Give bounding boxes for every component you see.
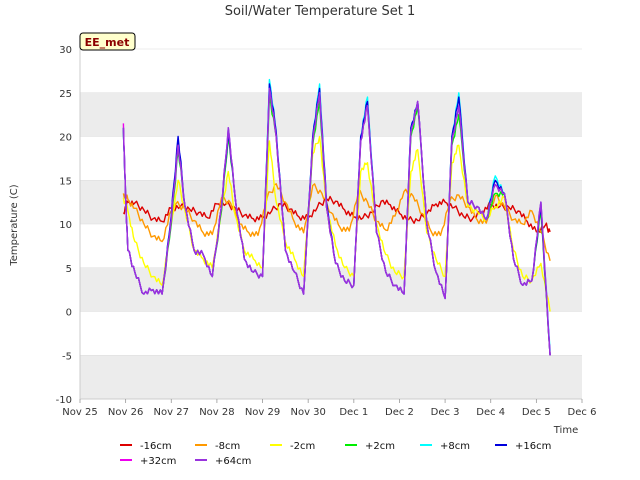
background-band bbox=[80, 92, 582, 137]
y-tick-label: -10 bbox=[56, 395, 72, 406]
legend-label: +16cm bbox=[515, 441, 551, 452]
legend-item-+2cm: +2cm bbox=[345, 441, 395, 452]
legend-item--2cm: -2cm bbox=[270, 441, 315, 452]
legend-label: -2cm bbox=[290, 441, 315, 452]
x-tick-label: Dec 6 bbox=[568, 407, 597, 418]
legend-label: -8cm bbox=[215, 441, 240, 452]
legend-item-+32cm: +32cm bbox=[120, 456, 176, 467]
series-lines bbox=[122, 78, 551, 356]
x-tick-label: Dec 3 bbox=[431, 407, 460, 418]
grid bbox=[80, 48, 582, 400]
y-tick-labels: -10 -5 0 5 10 15 20 25 30 bbox=[56, 45, 72, 406]
y-tick-label: 5 bbox=[66, 264, 72, 275]
x-tick-label: Dec 2 bbox=[385, 407, 414, 418]
series-line-+64cm bbox=[122, 87, 551, 356]
legend-item--16cm: -16cm bbox=[120, 441, 172, 452]
legend-item--8cm: -8cm bbox=[195, 441, 240, 452]
legend-item-+16cm: +16cm bbox=[495, 441, 551, 452]
legend-label: +8cm bbox=[440, 441, 470, 452]
y-tick-label: 10 bbox=[59, 220, 72, 231]
x-tick-label: Nov 28 bbox=[199, 407, 234, 418]
x-tick-label: Nov 29 bbox=[245, 407, 280, 418]
x-tick-label: Nov 30 bbox=[290, 407, 325, 418]
background-band bbox=[80, 355, 582, 399]
axes bbox=[79, 49, 582, 400]
x-tick-label: Dec 5 bbox=[522, 407, 551, 418]
x-tick-label: Nov 27 bbox=[154, 407, 189, 418]
chart-title: Soil/Water Temperature Set 1 bbox=[225, 4, 416, 19]
legend: -16cm -8cm -2cm +2cm +8cm +16cm +32cm +64cm bbox=[120, 441, 551, 467]
legend-label: +2cm bbox=[365, 441, 395, 452]
x-tick-label: Nov 25 bbox=[62, 407, 97, 418]
legend-item-+64cm: +64cm bbox=[195, 456, 251, 467]
background-band bbox=[80, 267, 582, 312]
legend-label: -16cm bbox=[140, 441, 172, 452]
y-axis-label: Temperature (C) bbox=[9, 184, 20, 266]
legend-label: +32cm bbox=[140, 456, 176, 467]
x-tick-label: Dec 1 bbox=[339, 407, 368, 418]
x-axis-label: Time bbox=[553, 425, 578, 436]
y-tick-label: -5 bbox=[62, 351, 72, 362]
y-tick-label: 15 bbox=[59, 176, 72, 187]
legend-label: +64cm bbox=[215, 456, 251, 467]
x-tick-label: Nov 26 bbox=[108, 407, 143, 418]
y-tick-label: 25 bbox=[59, 89, 72, 100]
y-tick-label: 20 bbox=[59, 133, 72, 144]
x-tick-labels: Nov 25 Nov 26 Nov 27 Nov 28 Nov 29 Nov 30 Dec … bbox=[62, 399, 596, 418]
legend-item-+8cm: +8cm bbox=[420, 441, 470, 452]
x-tick-label: Dec 4 bbox=[476, 407, 505, 418]
site-badge-text: EE_met bbox=[85, 36, 130, 49]
y-tick-label: 0 bbox=[66, 308, 72, 319]
site-badge: EE_met bbox=[79, 32, 136, 51]
y-tick-label: 30 bbox=[59, 45, 72, 56]
